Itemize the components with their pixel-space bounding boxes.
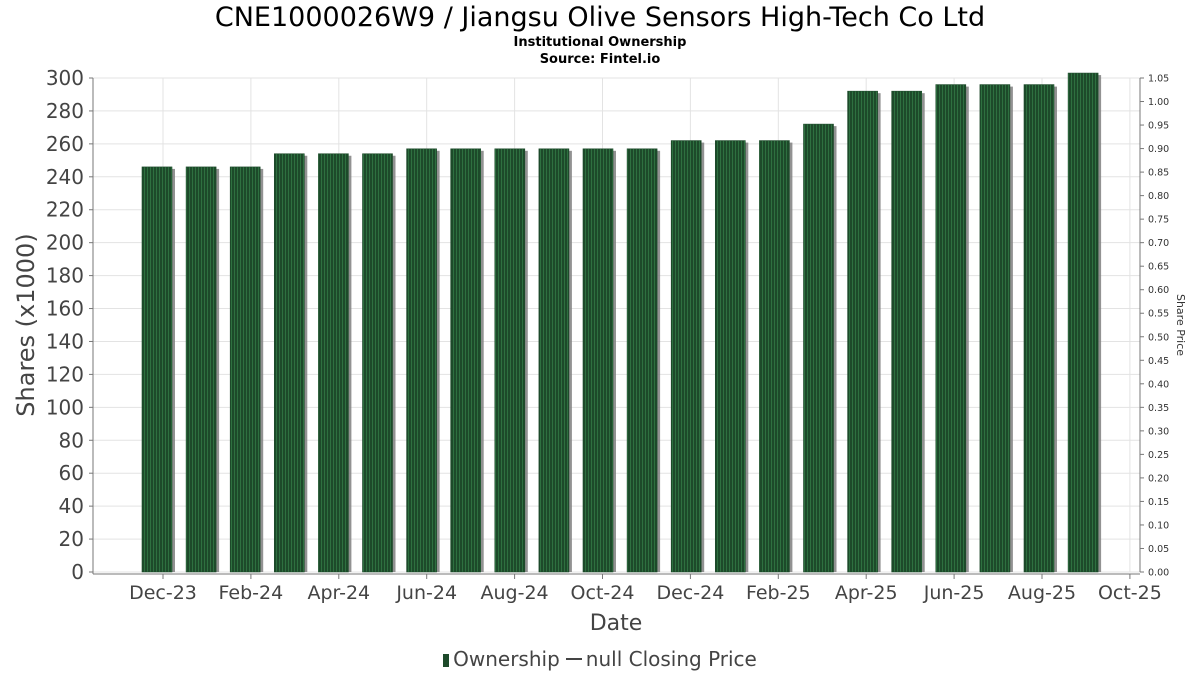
x-tick-label: Feb-24 — [219, 582, 284, 604]
y2-tick-label: 0.05 — [1148, 544, 1169, 555]
x-tick-label: Jun-25 — [923, 582, 985, 604]
y2-tick-label: 0.30 — [1148, 426, 1169, 437]
y2-tick-label: 1.05 — [1148, 74, 1169, 85]
y2-tick-label: 1.00 — [1148, 97, 1169, 108]
y2-tick-label: 0.50 — [1148, 332, 1169, 343]
ownership-bar — [670, 140, 702, 573]
y-tick-label: 20 — [59, 527, 84, 551]
y-tick-label: 220 — [46, 198, 84, 222]
ownership-bar — [185, 166, 217, 573]
ownership-bar — [847, 90, 878, 573]
ownership-bar — [538, 148, 570, 573]
x-tick-label: Jun-24 — [395, 582, 457, 604]
chart-title: CNE1000026W9 / Jiangsu Olive Sensors Hig… — [214, 2, 986, 33]
y2-tick-label: 0.10 — [1148, 520, 1169, 531]
y-tick-label: 260 — [46, 132, 84, 156]
x-tick-label: Apr-25 — [835, 582, 898, 604]
ownership-bar — [1023, 84, 1055, 573]
ownership-bar — [450, 148, 482, 573]
y-tick-label: 300 — [46, 66, 84, 90]
ownership-bar — [1067, 72, 1099, 573]
y-axis-title: Shares (x1000) — [12, 233, 40, 416]
bars — [141, 72, 1102, 573]
x-tick-label: Aug-24 — [481, 582, 549, 604]
y2-tick-label: 0.90 — [1148, 144, 1169, 155]
y-tick-label: 0 — [71, 560, 84, 584]
x-tick-label: Oct-25 — [1098, 582, 1162, 604]
y2-tick-label: 0.95 — [1148, 121, 1169, 132]
ownership-bar — [979, 84, 1011, 573]
ownership-bar — [141, 166, 173, 573]
y-tick-label: 160 — [46, 297, 84, 321]
ownership-bar — [406, 148, 437, 573]
ownership-legend-swatch — [443, 654, 450, 667]
price-legend-swatch — [565, 658, 582, 660]
y-tick-label: 100 — [46, 395, 84, 419]
x-tick-label: Aug-25 — [1008, 582, 1076, 604]
y-tick-label: 180 — [46, 264, 84, 288]
x-tick-label: Feb-25 — [746, 582, 811, 604]
ownership-bar — [891, 90, 923, 573]
x-tick-label: Apr-24 — [307, 582, 370, 604]
y2-tick-label: 0.45 — [1148, 356, 1169, 367]
ownership-bar — [273, 153, 305, 573]
y2-tick-label: 0.00 — [1148, 568, 1169, 579]
y-tick-label: 120 — [46, 362, 84, 386]
y2-tick-label: 0.85 — [1148, 168, 1169, 179]
ownership-bar — [229, 166, 261, 573]
y-tick-label: 60 — [59, 461, 84, 485]
ownership-bar — [714, 140, 746, 573]
ownership-bar — [626, 148, 658, 573]
y2-tick-label: 0.40 — [1148, 379, 1169, 390]
ownership-bar — [759, 140, 790, 573]
ownership-legend-label: Ownership — [453, 647, 560, 671]
y2-tick-label: 0.80 — [1148, 191, 1169, 202]
y-tick-label: 40 — [59, 494, 84, 518]
y2-tick-label: 0.65 — [1148, 262, 1169, 273]
y2-tick-label: 0.55 — [1148, 309, 1169, 320]
y2-tick-label: 0.15 — [1148, 497, 1169, 508]
y-tick-label: 80 — [59, 428, 84, 452]
ownership-bar — [494, 148, 526, 573]
y-tick-label: 280 — [46, 99, 84, 123]
y2-tick-label: 0.20 — [1148, 473, 1169, 484]
price-legend-label: null Closing Price — [585, 647, 757, 671]
axes: 0 20 40 60 80 100 120 140 160 180 200 220 240 260 280 3… — [46, 66, 1169, 604]
y2-tick-label: 0.70 — [1148, 238, 1169, 249]
x-tick-label: Oct-24 — [571, 582, 635, 604]
legend: Ownership null Closing Price — [0, 646, 1200, 672]
ownership-bar — [582, 148, 614, 573]
x-tick-label: Dec-24 — [656, 582, 724, 604]
y2-axis-title: Share Price — [1174, 294, 1187, 356]
ownership-bar — [362, 153, 393, 573]
y-tick-label: 140 — [46, 329, 84, 353]
y2-tick-label: 0.75 — [1148, 215, 1169, 226]
x-axis-title: Date — [590, 611, 643, 636]
chart-source: Source: Fintel.io — [539, 52, 661, 67]
y-tick-label: 240 — [46, 165, 84, 189]
y2-tick-label: 0.60 — [1148, 285, 1169, 296]
chart-subtitle: Institutional Ownership — [513, 35, 687, 50]
ownership-bar — [935, 84, 967, 573]
y2-tick-label: 0.25 — [1148, 450, 1169, 461]
x-tick-label: Dec-23 — [129, 582, 197, 604]
ownership-bar — [318, 153, 349, 573]
y2-tick-label: 0.35 — [1148, 403, 1169, 414]
ownership-bar — [803, 123, 834, 573]
y-tick-label: 200 — [46, 231, 84, 255]
